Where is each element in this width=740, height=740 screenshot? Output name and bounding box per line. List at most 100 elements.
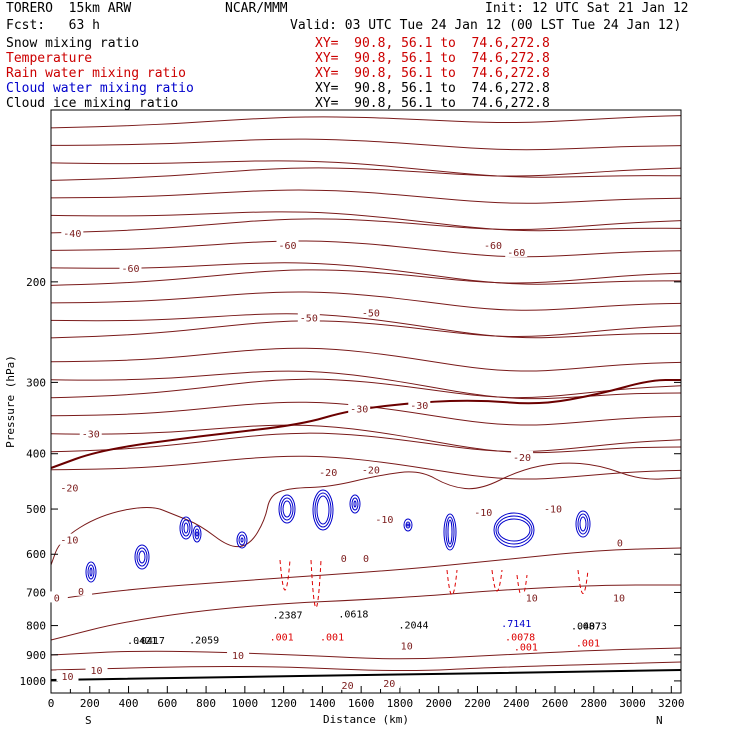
x-tick-label: 2400	[503, 697, 530, 710]
temperature-contour	[50, 661, 682, 672]
contour-label-bg	[408, 399, 431, 411]
contour-label-bg	[85, 663, 108, 675]
y-tick-label: 400	[26, 448, 46, 461]
cloud-water-contour	[445, 516, 455, 548]
contour-label-bg	[332, 552, 355, 564]
forecast-hour: Fcst: 63 h	[6, 18, 100, 33]
temperature-contour-label: -20	[362, 465, 380, 476]
rain-contour	[310, 559, 322, 608]
field-label-cloud-water: Cloud water mixing ratio	[6, 81, 194, 96]
x-tick-label: 0	[48, 697, 55, 710]
contour-label-bg	[373, 513, 396, 525]
y-axis-label: Pressure (hPa)	[4, 355, 17, 448]
contour-label-bg	[481, 238, 504, 250]
x-tick-label: 2800	[581, 697, 608, 710]
temperature-contour	[50, 462, 682, 566]
cloud-water-contour	[351, 497, 359, 511]
cloud-contour-label: .001	[270, 633, 294, 644]
field-label-temperature: Temperature	[6, 51, 93, 66]
x-tick-label: 600	[157, 697, 177, 710]
contour-label-bg	[472, 505, 495, 517]
field-label-cloud-ice: Cloud ice mixing ratio	[6, 96, 179, 111]
x-tick-label: 1600	[348, 697, 375, 710]
temperature-contour-label: -20	[319, 468, 337, 479]
cloud-water-contour	[406, 523, 410, 527]
y-tick-label: 800	[26, 620, 46, 633]
cloud-water-contour	[579, 516, 587, 532]
temperature-contour	[50, 218, 682, 234]
cloud-water-contour	[575, 510, 591, 538]
contour-label-bg	[607, 591, 630, 603]
x-tick-label: 2200	[464, 697, 491, 710]
cloud-water-contour	[349, 494, 361, 514]
field-xy-temperature: XY= 90.8, 56.1 to 74.6,272.8	[315, 51, 550, 66]
contour-label-bg	[45, 591, 68, 603]
cloud-water-contour	[136, 547, 148, 567]
contour-label-bg	[505, 245, 528, 257]
temperature-contour	[50, 547, 682, 601]
contour-label-bg	[520, 591, 543, 603]
x-tick-label: 1400	[309, 697, 336, 710]
temperature-contour-label: -20	[60, 483, 78, 494]
temperature-contour	[50, 291, 682, 311]
temperature-contour	[50, 378, 682, 399]
contour-label-bg	[359, 306, 382, 318]
x-tick-label: 2000	[425, 697, 452, 710]
y-tick-label: 300	[26, 376, 46, 389]
rain-contour	[446, 569, 458, 596]
temperature-contour	[50, 584, 681, 641]
cloud-water-contour	[138, 550, 146, 564]
south-end-label: S	[85, 714, 92, 727]
x-tick-label: 400	[119, 697, 139, 710]
temperature-contour-label: 0	[54, 593, 60, 604]
contour-label-bg	[348, 402, 371, 414]
temperature-contour-label: -60	[507, 248, 525, 259]
temperature-contours	[50, 115, 682, 672]
contour-label-bg	[58, 533, 81, 545]
temperature-contour	[50, 269, 682, 286]
cloud-contour-label: .001	[320, 633, 344, 644]
temperature-contour-labels: -60 -60 -60 -60 -50 -50 -40 -30 -30 -30 -20 -20 -20 -…	[45, 227, 631, 692]
contour-label-bg	[355, 552, 377, 564]
temperature-contour-label: -50	[362, 308, 380, 319]
temperature-contour	[50, 424, 682, 454]
cloud-contour-label: .001	[576, 638, 600, 649]
cloud-water-contour	[183, 522, 189, 534]
cloud-water-contour	[353, 500, 357, 508]
temperature-contour-label: 10	[526, 593, 538, 604]
cloud-contour-label: .2044	[398, 621, 428, 632]
cloud-contour-label: .0417	[135, 636, 165, 647]
temperature-contour-label: 0	[78, 587, 84, 598]
temperature-contour	[50, 160, 682, 178]
temperature-contour-label: 0	[617, 539, 623, 550]
x-tick-label: 1800	[387, 697, 414, 710]
x-tick-label: 1000	[232, 697, 259, 710]
temperature-contour-label: 0	[363, 554, 369, 565]
temperature-contour-label: -10	[375, 515, 393, 526]
temperature-contour	[50, 262, 682, 285]
field-label-rain: Rain water mixing ratio	[6, 66, 187, 81]
cloud-water-contour	[405, 521, 411, 529]
temperature-contour-label: -30	[350, 405, 368, 416]
temperature-contour-label: -50	[300, 314, 318, 325]
cloud-water-contour	[495, 515, 533, 545]
cloud-water-contour	[134, 544, 150, 570]
cloud-contour-label: .001	[514, 643, 538, 654]
contour-label-bg	[276, 238, 299, 250]
temperature-contour-label: 0	[341, 554, 347, 565]
rain-contour	[577, 569, 589, 594]
rain-contour	[279, 559, 291, 591]
cloud-water-contour	[89, 567, 93, 577]
contour-label-bg	[542, 502, 565, 514]
cloud-contour-label: .2059	[189, 636, 219, 647]
terrain-line	[50, 669, 682, 681]
temperature-contour-label: 10	[91, 666, 103, 677]
contour-label-bg	[58, 481, 81, 493]
contour-label-bg	[511, 451, 534, 463]
x-tick-label: 3200	[658, 697, 685, 710]
temperature-contour-label: -30	[410, 401, 428, 412]
cloud-water-contour	[195, 531, 199, 537]
temperature-contour	[50, 167, 682, 181]
cloud-water-contour	[192, 525, 202, 543]
contour-label-bg	[378, 676, 401, 688]
